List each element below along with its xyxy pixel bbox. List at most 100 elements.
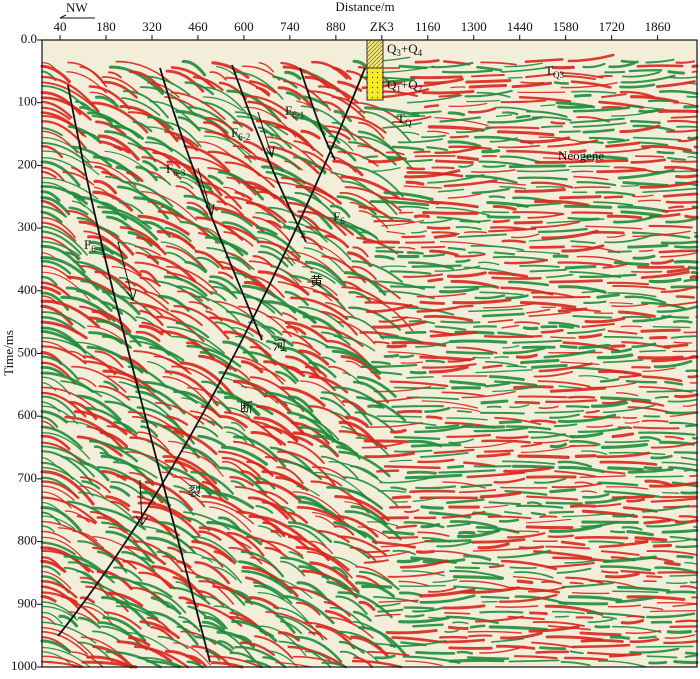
reflector	[133, 540, 184, 573]
reflector	[40, 541, 76, 556]
reflector	[234, 190, 253, 201]
reflector	[253, 585, 285, 601]
reflector	[613, 166, 658, 174]
x-tick-label: 1720	[599, 19, 625, 34]
annotation-subscript: 6-2	[238, 132, 250, 142]
reflector	[188, 301, 213, 311]
reflector	[608, 451, 666, 456]
reflector	[40, 410, 68, 424]
reflector	[40, 425, 83, 450]
reflector	[315, 515, 337, 528]
reflector	[455, 258, 471, 263]
reflector	[586, 424, 614, 428]
reflector	[670, 335, 697, 339]
reflector	[231, 355, 284, 385]
reflector	[484, 382, 511, 388]
reflector	[508, 404, 530, 409]
annotation: 裂	[188, 485, 201, 500]
reflector	[133, 196, 184, 219]
reflector	[689, 381, 698, 384]
reflector	[419, 452, 469, 458]
reflector	[553, 423, 578, 428]
reflector	[448, 145, 492, 151]
reflector	[369, 200, 430, 207]
reflector	[184, 551, 213, 563]
reflector	[426, 130, 450, 135]
reflector	[651, 355, 699, 363]
reflector	[545, 501, 583, 505]
reflector	[178, 596, 199, 608]
reflector	[308, 631, 328, 640]
reflector	[207, 655, 262, 668]
reflector	[398, 580, 430, 587]
reflector	[140, 190, 197, 221]
reflector	[497, 130, 555, 137]
reflector	[650, 454, 673, 460]
reflector	[368, 642, 396, 646]
reflector	[470, 244, 525, 251]
reflector	[352, 246, 369, 258]
reflector	[493, 477, 526, 484]
reflector	[321, 576, 349, 588]
reflector	[266, 136, 320, 168]
reflector	[533, 371, 573, 378]
reflector	[497, 549, 552, 559]
reflector	[351, 260, 403, 283]
reflector	[191, 535, 238, 563]
reflector	[626, 530, 654, 537]
reflector	[667, 119, 699, 124]
reflector	[214, 240, 249, 256]
reflector	[391, 636, 439, 643]
reflector	[691, 64, 699, 68]
reflector	[599, 565, 652, 572]
reflector	[63, 251, 81, 260]
reflector	[101, 521, 158, 557]
reflector	[40, 170, 57, 179]
reflector	[406, 306, 455, 316]
reflector	[514, 655, 558, 660]
reflector	[656, 150, 675, 155]
reflector	[135, 165, 158, 182]
reflector	[501, 239, 526, 244]
reflector	[596, 168, 647, 174]
reflector	[101, 470, 127, 481]
reflector	[488, 501, 522, 506]
reflector	[603, 195, 624, 199]
reflector	[560, 540, 586, 547]
reflector	[452, 575, 504, 581]
reflector	[198, 530, 222, 541]
reflector	[41, 271, 91, 301]
reflector	[137, 495, 156, 504]
reflector	[673, 320, 693, 324]
reflector	[452, 298, 512, 305]
reflector	[40, 660, 82, 669]
reflector	[41, 655, 85, 668]
reflector	[425, 424, 460, 429]
reflector	[373, 219, 415, 223]
reflector	[81, 660, 138, 669]
reflector	[249, 556, 277, 569]
reflector	[687, 265, 699, 270]
reflector	[40, 591, 100, 622]
reflector	[479, 645, 526, 654]
reflector	[683, 468, 698, 472]
reflector	[525, 525, 574, 530]
reflector	[367, 650, 410, 657]
reflector	[41, 141, 93, 169]
reflector	[223, 426, 256, 447]
reflector	[539, 515, 558, 519]
reflector	[135, 251, 159, 265]
reflector	[285, 91, 301, 101]
reflector	[495, 114, 513, 117]
reflector	[534, 410, 585, 414]
reflector	[375, 246, 396, 249]
reflector	[221, 445, 268, 466]
reflector	[133, 645, 189, 669]
reflector	[637, 199, 661, 202]
reflector	[404, 169, 461, 179]
reflector	[58, 614, 79, 628]
annotation: F6-2	[231, 125, 250, 142]
reflector	[584, 495, 627, 505]
reflector	[436, 540, 473, 548]
reflector	[632, 254, 656, 260]
